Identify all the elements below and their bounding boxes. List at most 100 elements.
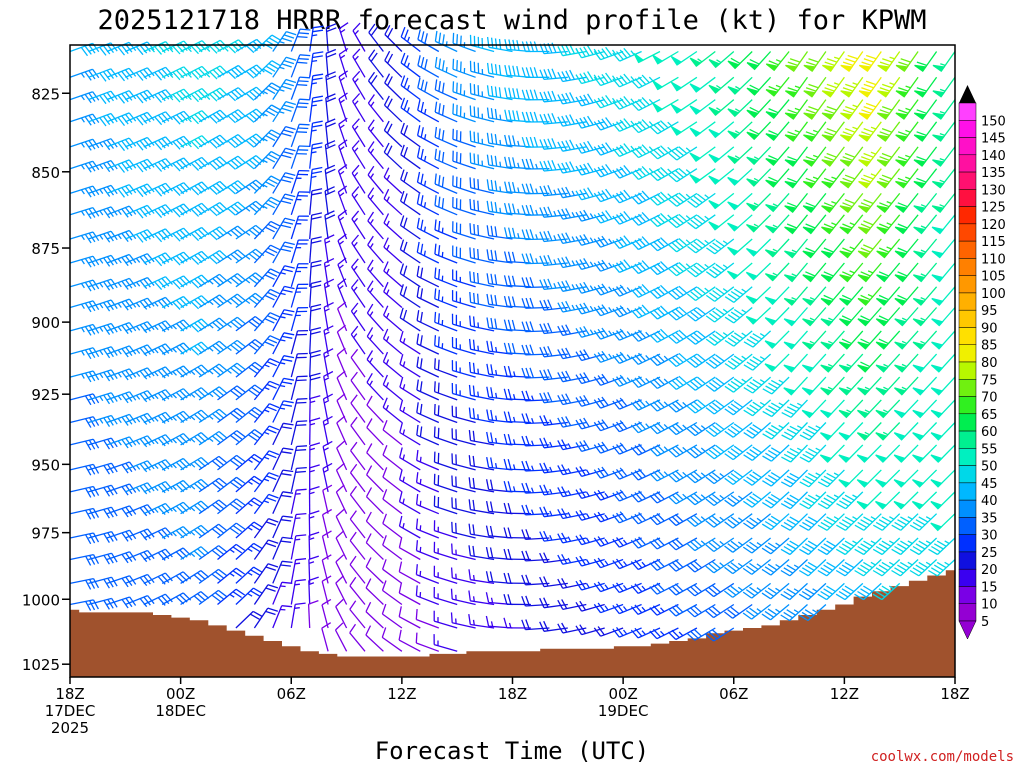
barb-flag — [525, 158, 531, 170]
barb-half-flag — [645, 400, 650, 406]
barb-flag — [507, 388, 512, 400]
barb-flag — [452, 103, 455, 115]
barb-flag — [193, 595, 203, 604]
barb-shaft — [198, 180, 221, 194]
barb-flag — [583, 417, 590, 428]
barb-half-flag — [369, 357, 374, 363]
barb-flag — [415, 518, 419, 530]
barb-flag — [165, 503, 173, 512]
barb-half-flag — [490, 621, 494, 627]
barb-half-flag — [263, 456, 270, 460]
barb-flag — [367, 165, 375, 176]
barb-flag — [503, 548, 508, 560]
barb-flag — [649, 311, 658, 320]
barb-flag — [88, 115, 96, 125]
barb-half-flag — [80, 72, 85, 78]
barb-flag — [218, 477, 228, 486]
barb-flag — [124, 207, 133, 217]
wind-barb — [468, 499, 495, 515]
barb-flag — [296, 420, 308, 423]
barb-flag — [438, 32, 442, 44]
barb-flag — [211, 482, 221, 490]
barb-flag — [282, 536, 293, 540]
barb-flag — [165, 343, 173, 353]
wind-barb — [382, 328, 403, 355]
barb-flag — [281, 37, 292, 43]
barb-flag — [233, 479, 243, 487]
barb-flag — [165, 89, 173, 98]
barb-flag — [135, 188, 144, 198]
barb-flag — [264, 294, 275, 301]
wind-barb — [575, 281, 605, 294]
barb-flag — [265, 542, 277, 548]
wind-barb — [309, 142, 323, 169]
barb-flag — [200, 524, 210, 533]
barb-shaft — [470, 70, 495, 78]
wind-barb — [321, 622, 332, 652]
barb-half-flag — [135, 372, 141, 377]
wind-barb — [125, 549, 155, 563]
barb-flag — [597, 557, 605, 567]
wind-barb — [468, 384, 495, 401]
barb-flag — [477, 132, 480, 144]
barb-flag — [612, 147, 620, 157]
barb-flag — [161, 390, 170, 400]
barb-flag — [649, 473, 658, 482]
barb-flag — [102, 45, 111, 55]
wind-barb — [415, 472, 440, 493]
barb-flag — [504, 134, 508, 146]
barb-shaft — [88, 530, 112, 539]
barb-flag — [286, 30, 297, 36]
wind-barb — [290, 397, 308, 423]
wind-barb — [486, 340, 513, 355]
barb-flag — [671, 402, 681, 411]
barb-shaft — [349, 518, 366, 539]
barb-flag — [641, 165, 650, 175]
barb-flag — [143, 254, 151, 264]
barb-flag — [468, 614, 471, 625]
barb-flag — [85, 509, 92, 520]
wind-barb — [452, 196, 476, 216]
barb-flag — [250, 569, 260, 576]
barb-flag — [281, 426, 292, 430]
barb-shaft — [581, 121, 605, 129]
barb-shaft — [398, 616, 421, 629]
barb-flag — [630, 333, 639, 342]
barb-flag — [370, 26, 378, 36]
barb-flag — [121, 554, 129, 564]
barb-flag — [557, 440, 564, 450]
barb-half-flag — [99, 210, 104, 216]
wind-barb — [309, 395, 321, 423]
barb-half-flag — [386, 174, 391, 181]
wind-barb — [383, 120, 403, 148]
wind-barb — [272, 193, 296, 216]
barb-half-flag — [611, 75, 617, 81]
barb-flag — [326, 23, 337, 29]
barb-flag — [671, 218, 681, 226]
barb-flag — [351, 258, 359, 268]
barb-flag — [281, 107, 292, 112]
barb-flag — [597, 375, 605, 385]
barb-flag — [311, 236, 322, 240]
barb-flag — [268, 517, 279, 523]
barb-flag — [547, 346, 553, 357]
barb-shaft — [452, 113, 476, 123]
barb-half-flag — [648, 98, 654, 104]
barb-flag — [587, 140, 594, 151]
barb-flag — [218, 568, 228, 577]
wind-barb — [708, 99, 735, 117]
barb-half-flag — [353, 265, 358, 271]
barb-flag — [547, 91, 553, 102]
barb-flag — [539, 255, 545, 266]
barb-flag — [575, 535, 583, 545]
barb-shaft — [290, 124, 300, 148]
barb-flag — [473, 178, 476, 189]
barb-flag — [727, 383, 737, 391]
barb-shaft — [600, 399, 624, 409]
barb-flag — [456, 60, 458, 71]
wind-barb — [575, 162, 605, 176]
barb-half-flag — [734, 155, 741, 160]
barb-flag — [715, 263, 725, 271]
wind-barb — [630, 304, 661, 319]
barb-flag — [705, 294, 716, 302]
